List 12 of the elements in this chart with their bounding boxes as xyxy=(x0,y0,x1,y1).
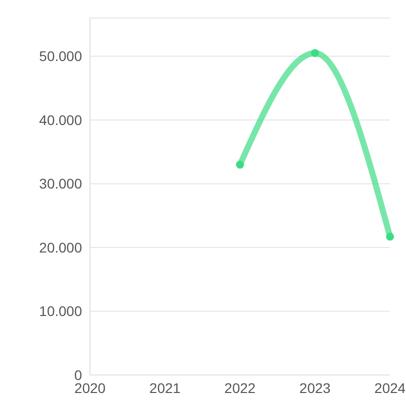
y-tick-label: 50.000 xyxy=(39,48,82,64)
point xyxy=(236,160,244,169)
point xyxy=(386,232,394,241)
x-tick-label: 2022 xyxy=(224,380,256,396)
y-tick-label: 10.000 xyxy=(39,303,82,320)
point xyxy=(311,49,319,58)
y-tick-label: 20.000 xyxy=(39,239,82,256)
y-tick-label: 30.000 xyxy=(39,176,82,192)
y-tick-label: 40.000 xyxy=(39,112,82,128)
x-tick-label: 2021 xyxy=(149,380,181,396)
x-tick-label: 2023 xyxy=(299,380,331,396)
x-tick-label: 2024 xyxy=(374,380,406,396)
